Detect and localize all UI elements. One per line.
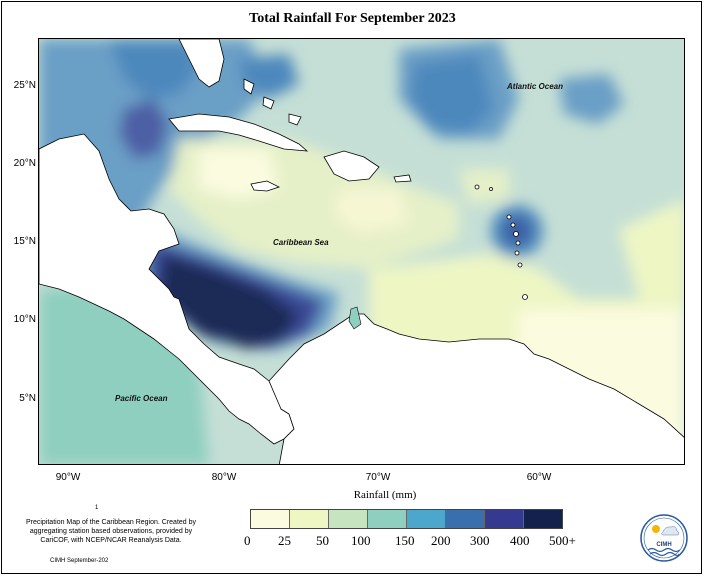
legend-title: Rainfall (mm) <box>353 489 417 501</box>
legend-tick: 150 <box>395 533 415 548</box>
cimh-logo: CIMH <box>639 513 689 563</box>
legend-tick: 50 <box>316 533 329 548</box>
legend-tick: 400 <box>510 533 530 548</box>
lon-label-80w: 80°W <box>211 472 237 483</box>
legend-swatch-2 <box>290 510 329 528</box>
caribbean-sea-label: Caribbean Sea <box>273 238 329 247</box>
lat-label-25n: 25°N <box>13 80 36 91</box>
legend-swatch-7 <box>485 510 524 528</box>
legend-swatch-6 <box>446 510 485 528</box>
lon-label-60w: 60°W <box>526 472 552 483</box>
legend-ticks: 0 25 50 100 150 200 300 400 500+ <box>238 533 608 549</box>
credit-line: CIMH September-202 <box>50 558 109 564</box>
legend-swatch-5 <box>407 510 446 528</box>
legend-swatch-1 <box>251 510 290 528</box>
legend-tick: 25 <box>278 533 291 548</box>
lon-label-90w: 90°W <box>55 472 81 483</box>
legend-tick: 100 <box>351 533 371 548</box>
legend-tick: 0 <box>244 533 251 548</box>
legend-tick: 200 <box>431 533 451 548</box>
lat-label-15n: 15°N <box>13 236 36 247</box>
atlantic-ocean-label: Atlantic Ocean <box>507 82 564 91</box>
legend-tick: 500+ <box>549 533 576 548</box>
legend-swatch-3 <box>329 510 368 528</box>
lat-label-10n: 10°N <box>13 314 36 325</box>
logo-text: CIMH <box>656 542 671 548</box>
map-title: Total Rainfall For September 2023 <box>249 11 456 26</box>
rainfall-map: Atlantic Ocean Caribbean Sea Pacific Oce… <box>38 38 685 465</box>
lat-label-5n: 5°N <box>19 393 36 404</box>
map-caption: Precipitation Map of the Caribbean Regio… <box>25 519 197 544</box>
pacific-ocean-label: Pacific Ocean <box>115 394 168 403</box>
land-masses <box>39 39 684 464</box>
rainfall-legend <box>250 509 563 529</box>
legend-swatch-4 <box>368 510 407 528</box>
lon-label-70w: 70°W <box>365 472 391 483</box>
footnote-mark: 1 <box>95 505 99 511</box>
lat-label-20n: 20°N <box>13 158 36 169</box>
rainfall-field <box>39 39 684 464</box>
legend-tick: 300 <box>470 533 490 548</box>
legend-swatch-8 <box>524 510 562 528</box>
cimh-logo-icon: CIMH <box>640 514 688 562</box>
